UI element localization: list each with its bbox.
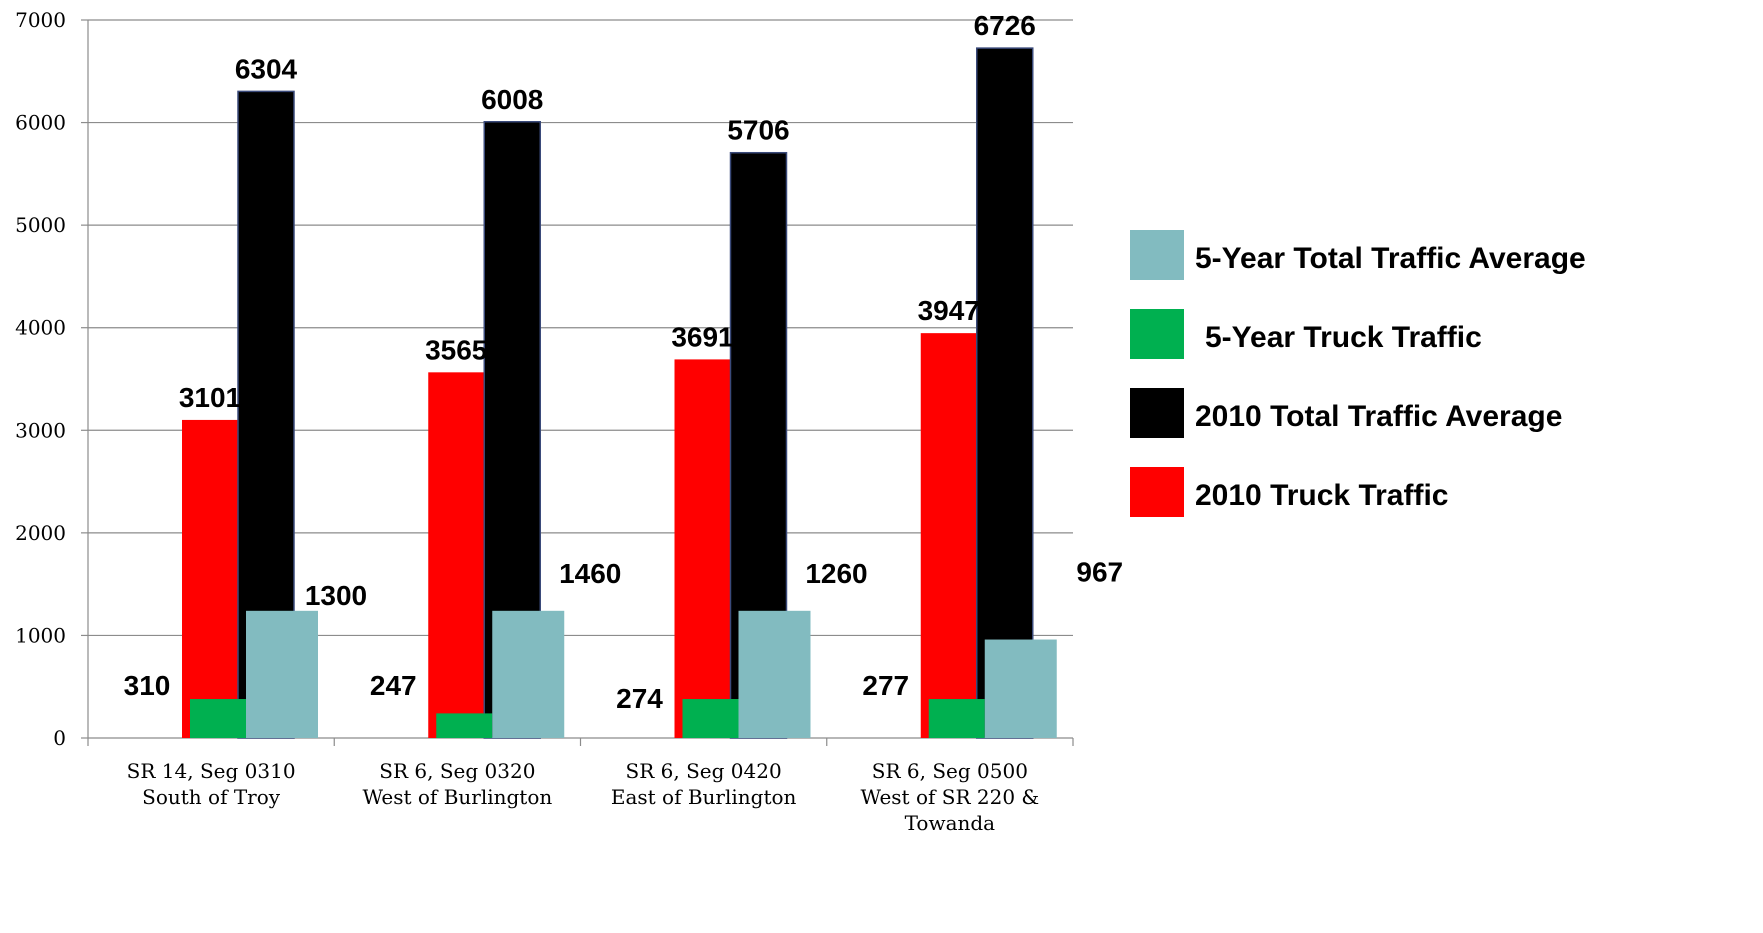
y-tick-label: 3000	[15, 418, 66, 442]
y-tick-label: 6000	[15, 111, 66, 135]
y-tick-label: 2000	[15, 521, 66, 545]
bar-total2010	[976, 47, 1034, 739]
bar-total5yr	[246, 610, 318, 738]
y-tick-label: 1000	[15, 623, 66, 647]
data-label-total5yr: 1260	[805, 558, 867, 589]
legend-swatch-total2010	[1130, 388, 1184, 438]
data-label-total2010: 5706	[727, 115, 789, 146]
category-label: SR 6, Seg 0420	[626, 759, 782, 783]
y-tick-label: 7000	[15, 8, 66, 32]
y-tick-label: 4000	[15, 316, 66, 340]
data-label-total2010: 6008	[481, 84, 543, 115]
data-label-total5yr: 1460	[559, 558, 621, 589]
bars	[182, 47, 1057, 739]
data-label-truck5yr: 247	[370, 670, 417, 701]
bar-total5yr	[492, 610, 565, 738]
bar-truck2010	[182, 419, 238, 738]
data-label-total5yr: 967	[1076, 557, 1123, 588]
data-label-truck2010: 3947	[918, 295, 980, 326]
category-label: East of Burlington	[611, 785, 797, 809]
bar-truck5yr	[928, 699, 985, 738]
bar-truck2010	[428, 372, 485, 738]
legend-swatch-truck5yr	[1130, 309, 1184, 359]
bar-truck5yr	[190, 699, 246, 738]
data-labels: 3101 6304 310 1300 3565 6008 247 1460 3691 5706 27…	[124, 10, 1123, 714]
data-label-truck5yr: 277	[862, 670, 909, 701]
bar-total5yr	[738, 610, 811, 738]
data-label-truck2010: 3565	[425, 334, 487, 365]
category-label: SR 14, Seg 0310	[127, 759, 296, 783]
data-label-total2010: 6726	[974, 10, 1036, 41]
bar-total5yr	[984, 639, 1057, 738]
bar-truck2010	[920, 333, 977, 738]
bar-truck2010	[674, 359, 731, 738]
legend-label-total2010: 2010 Total Traffic Average	[1195, 400, 1562, 433]
category-label: Towanda	[905, 811, 996, 835]
data-label-total2010: 6304	[235, 53, 298, 84]
data-label-total5yr: 1300	[305, 580, 367, 611]
legend-swatch-total5yr	[1130, 230, 1184, 280]
category-label: SR 6, Seg 0500	[872, 759, 1028, 783]
data-label-truck5yr: 274	[616, 683, 663, 714]
bar-truck5yr	[436, 713, 493, 738]
data-label-truck5yr: 310	[124, 670, 171, 701]
legend: 5-Year Total Traffic Average 5-Year Truck…	[1130, 230, 1586, 517]
legend-label-truck2010: 2010 Truck Traffic	[1195, 479, 1448, 512]
data-label-truck2010: 3101	[179, 382, 241, 413]
legend-label-truck5yr: 5-Year Truck Traffic	[1205, 321, 1482, 354]
bar-truck5yr	[682, 699, 739, 738]
legend-label-total5yr: 5-Year Total Traffic Average	[1195, 242, 1586, 275]
data-label-truck2010: 3691	[671, 321, 733, 352]
category-label: West of Burlington	[362, 785, 552, 809]
y-tick-label: 0	[53, 726, 66, 750]
y-tick-label: 5000	[15, 213, 66, 237]
category-label: SR 6, Seg 0320	[379, 759, 535, 783]
category-label: South of Troy	[142, 785, 281, 809]
legend-swatch-truck2010	[1130, 467, 1184, 517]
category-label: West of SR 220 &	[861, 785, 1040, 809]
